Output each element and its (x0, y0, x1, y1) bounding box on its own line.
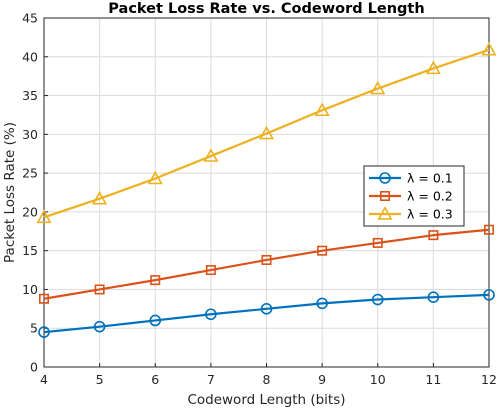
data-point (372, 237, 383, 248)
x-tick-label: 12 (481, 372, 497, 387)
data-point (92, 190, 108, 205)
data-point (481, 41, 497, 56)
legend-label: λ = 0.1 (407, 171, 453, 186)
series-triangle (36, 41, 497, 224)
data-point (428, 230, 439, 241)
data-point (483, 224, 494, 235)
y-tick-label: 0 (30, 360, 38, 375)
x-tick-label: 5 (96, 372, 104, 387)
data-point (425, 60, 441, 75)
data-point (203, 148, 219, 162)
data-point (483, 289, 495, 301)
chart-title: Packet Loss Rate vs. Codeword Length (108, 1, 424, 17)
legend-marker (379, 191, 390, 202)
y-tick-label: 10 (22, 282, 38, 297)
data-point (314, 102, 330, 117)
data-point (150, 275, 161, 286)
data-point (94, 284, 105, 295)
y-tick-label: 20 (22, 204, 38, 219)
series-line (43, 48, 490, 219)
y-tick-label: 25 (22, 166, 38, 181)
x-tick-label: 4 (40, 372, 48, 387)
x-axis-ticks: 4 5 6 7 8 9 10 11 12 (40, 363, 497, 387)
legend-label: λ = 0.2 (407, 189, 453, 204)
y-tick-label: 5 (30, 321, 38, 336)
y-axis-ticks: 0 5 10 15 20 25 30 35 40 45 (22, 11, 48, 375)
data-point (258, 125, 275, 140)
y-tick-label: 45 (22, 11, 38, 26)
x-tick-label: 7 (207, 372, 215, 387)
y-tick-label: 30 (22, 127, 38, 142)
y-tick-label: 15 (22, 243, 38, 258)
y-tick-label: 35 (22, 88, 38, 103)
data-point (261, 254, 272, 265)
data-point (427, 291, 440, 304)
x-tick-label: 11 (425, 372, 441, 387)
legend-marker (377, 206, 393, 220)
legend-marker (379, 172, 391, 184)
legend: λ = 0.1 λ = 0.2 λ = 0.3 (363, 165, 465, 227)
series-square (38, 224, 494, 304)
data-point (38, 293, 49, 304)
x-tick-label: 9 (318, 372, 326, 387)
series-lines (36, 41, 497, 338)
data-point (317, 245, 328, 256)
series-line (43, 293, 490, 334)
data-point (260, 303, 273, 315)
data-point (316, 297, 328, 310)
data-point (371, 293, 384, 306)
legend-item: λ = 0.1 (369, 171, 453, 186)
data-point (149, 314, 162, 327)
legend-item: λ = 0.3 (369, 206, 453, 222)
data-point (93, 320, 106, 333)
data-point (36, 209, 52, 224)
x-tick-label: 8 (263, 372, 271, 387)
legend-item: λ = 0.2 (369, 189, 453, 204)
data-point (147, 170, 163, 185)
x-tick-label: 6 (151, 372, 159, 387)
legend-label: λ = 0.3 (407, 207, 453, 222)
series-circle (38, 289, 495, 338)
series-line (43, 228, 490, 300)
x-axis-label: Codeword Length (bits) (187, 392, 345, 408)
y-tick-label: 40 (22, 49, 38, 64)
x-tick-label: 10 (370, 372, 386, 387)
y-axis-label: Packet Loss Rate (%) (2, 122, 18, 263)
data-point (205, 265, 216, 276)
data-point (370, 80, 386, 95)
data-point (205, 308, 217, 321)
data-point (38, 326, 50, 338)
